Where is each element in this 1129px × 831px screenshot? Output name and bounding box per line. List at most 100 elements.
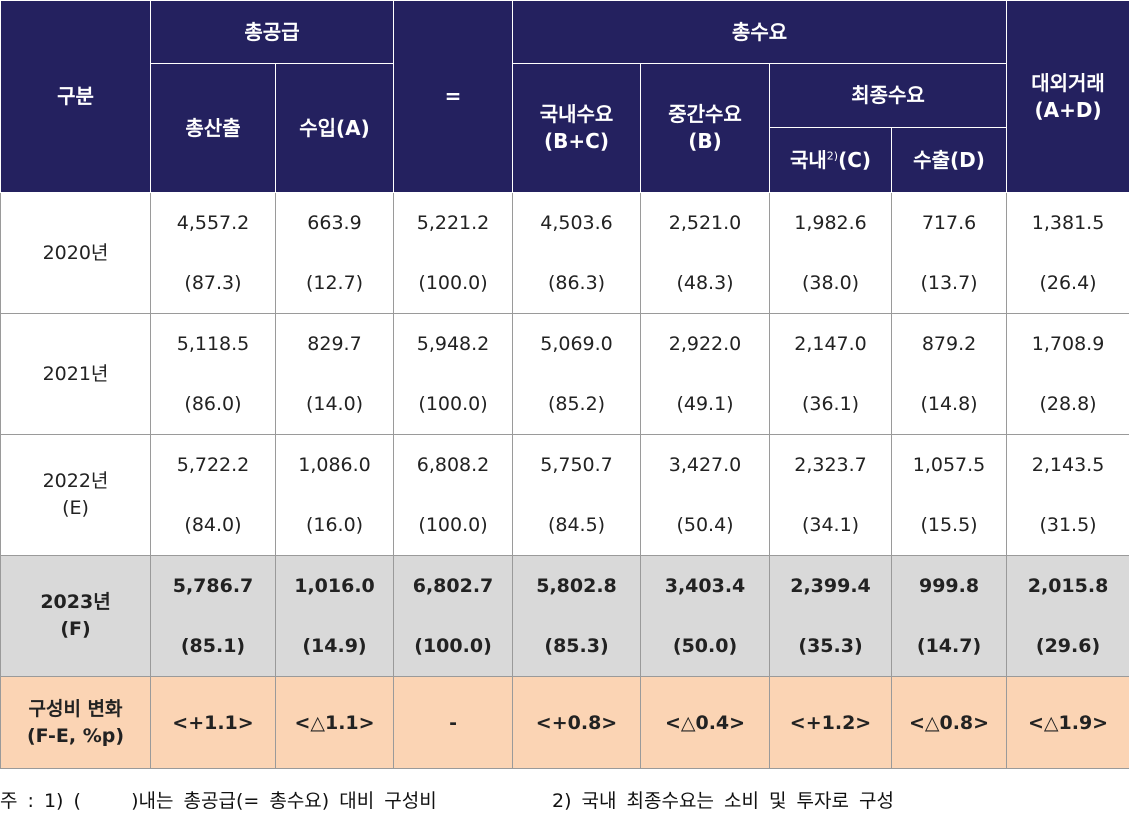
footnote: 주 : 1) ( )내는 총공급(= 총수요) 대비 구성비 <box>0 790 437 812</box>
cell-lines: 4,557.2 (87.3) <box>151 193 275 313</box>
cell-lines: 5,802.8 (85.3) <box>513 556 640 676</box>
cell-text: 3,403.4 <box>664 575 746 597</box>
data-cell: 1,016.0 (14.9) <box>274 555 395 677</box>
cell-text: 5,722.2 <box>176 454 250 476</box>
cell-text: 1,708.9 <box>1031 333 1105 355</box>
data-cell: 6,802.7 (100.0) <box>393 555 514 677</box>
change-cell: <+1.2> <box>769 676 893 769</box>
cell-text: (16.0) <box>305 514 364 536</box>
cell-text: (87.3) <box>184 272 242 294</box>
cell-text: 1,086.0 <box>298 454 371 476</box>
data-cell: 2,143.5 (31.5) <box>1006 434 1129 556</box>
cell-text: 5,118.5 <box>176 333 250 355</box>
cell-text: (100.0) <box>414 635 492 657</box>
cell-lines: 2023년 (F) <box>1 556 150 676</box>
row-label: 구성비 변화 (F-E, %p) <box>0 676 151 769</box>
data-cell: 4,557.2 (87.3) <box>150 192 276 314</box>
cell-text: 999.8 <box>918 575 980 597</box>
cell-text: (100.0) <box>418 393 488 415</box>
row-label: 2020년 <box>0 192 151 314</box>
header-text: (A+D) <box>1034 97 1102 122</box>
data-cell: 5,750.7 (84.5) <box>512 434 642 556</box>
data-cell: 5,786.7 (85.1) <box>150 555 276 677</box>
data-cell: 1,086.0 (16.0) <box>274 434 395 556</box>
cell-text: (13.7) <box>920 272 978 294</box>
header-text: 국내수요 <box>539 102 614 126</box>
cell-text: (100.0) <box>418 514 488 536</box>
header-cell: 구분 <box>0 0 151 193</box>
header-text: 대외거래 <box>1031 70 1105 95</box>
cell-text: (50.4) <box>676 514 734 536</box>
header-cell: = <box>393 0 514 193</box>
cell-text: (85.3) <box>544 635 609 657</box>
table-row: 2022년 (E) 5,722.2 (84.0) 1,086.0 (16.0) 6,808.… <box>0 434 1129 556</box>
cell-text: (15.5) <box>920 514 978 536</box>
cell-lines: 1,086.0 (16.0) <box>276 435 393 555</box>
cell-lines: 2020년 <box>1 193 150 313</box>
cell-lines: 5,786.7 (85.1) <box>151 556 275 676</box>
cell-text: (48.3) <box>676 272 734 294</box>
data-cell: 2,147.0 (36.1) <box>769 313 893 435</box>
label-text: (F-E, %p) <box>26 724 125 747</box>
cell-lines: 구성비 변화 (F-E, %p) <box>1 677 150 768</box>
cell-text: (26.4) <box>1039 272 1097 294</box>
table-row: 2020년 4,557.2 (87.3) 663.9 (12.7) 5,221.2 (100… <box>0 192 1129 314</box>
cell-lines: 5,722.2 (84.0) <box>151 435 275 555</box>
data-cell: 663.9 (12.7) <box>274 192 395 314</box>
change-cell: - <box>393 676 514 769</box>
change-cell: <△1.9> <box>1006 676 1129 769</box>
cell-lines: 3,427.0 (50.4) <box>641 435 769 555</box>
data-cell: 1,381.5 (26.4) <box>1006 192 1129 314</box>
cell-lines: 2,323.7 (34.1) <box>770 435 891 555</box>
header-text: (B+C) <box>544 129 609 153</box>
supply-demand-table: 구분 총공급 = 총수요 대외거래 (A+D) 총산출 수입(A) 국내수요 (B+… <box>0 0 1129 769</box>
cell-lines: 2,399.4 (35.3) <box>770 556 891 676</box>
label-text: 2020년 <box>42 241 109 264</box>
cell-text: (86.3) <box>547 272 606 294</box>
cell-lines: 6,802.7 (100.0) <box>394 556 512 676</box>
header-text: (B) <box>688 129 722 153</box>
change-cell: <△0.4> <box>640 676 771 769</box>
data-cell: 2,922.0 (49.1) <box>640 313 771 435</box>
cell-lines: 829.7 (14.0) <box>276 314 393 434</box>
data-cell: 999.8 (14.7) <box>891 555 1008 677</box>
cell-lines: 2,143.5 (31.5) <box>1007 435 1129 555</box>
cell-text: 6,802.7 <box>412 575 494 597</box>
cell-lines: 663.9 (12.7) <box>276 193 393 313</box>
cell-lines: 2021년 <box>1 314 150 434</box>
cell-text: (49.1) <box>676 393 734 415</box>
cell-text: (84.0) <box>184 514 242 536</box>
data-cell: 2,521.0 (48.3) <box>640 192 771 314</box>
label-text: (F) <box>60 618 91 640</box>
header-cell: 총수요 <box>512 0 1008 64</box>
cell-lines: 5,069.0 (85.2) <box>513 314 640 434</box>
cell-text: 663.9 <box>307 212 362 234</box>
data-cell: 1,708.9 (28.8) <box>1006 313 1129 435</box>
cell-text: 5,750.7 <box>540 454 613 476</box>
cell-lines: 2022년 (E) <box>1 435 150 555</box>
cell-text: 1,016.0 <box>294 575 375 597</box>
cell-text: (28.8) <box>1039 393 1097 415</box>
data-cell: 6,808.2 (100.0) <box>393 434 514 556</box>
data-cell: 3,403.4 (50.0) <box>640 555 771 677</box>
data-cell: 5,722.2 (84.0) <box>150 434 276 556</box>
cell-text: 2,323.7 <box>794 454 867 476</box>
data-cell: 5,948.2 (100.0) <box>393 313 514 435</box>
cell-text: (38.0) <box>801 272 860 294</box>
cell-text: (100.0) <box>418 272 488 294</box>
cell-text: (14.7) <box>916 635 982 657</box>
cell-text: (31.5) <box>1039 514 1097 536</box>
cell-lines: 2,147.0 (36.1) <box>770 314 891 434</box>
data-cell: 3,427.0 (50.4) <box>640 434 771 556</box>
cell-lines: 5,948.2 (100.0) <box>394 314 512 434</box>
row-label: 2021년 <box>0 313 151 435</box>
data-cell: 717.6 (13.7) <box>891 192 1008 314</box>
cell-text: 5,221.2 <box>416 212 490 234</box>
cell-text: (12.7) <box>305 272 364 294</box>
cell-text: 2,521.0 <box>668 212 742 234</box>
cell-text: 5,786.7 <box>172 575 254 597</box>
cell-lines: 6,808.2 (100.0) <box>394 435 512 555</box>
cell-text: 2,147.0 <box>794 333 867 355</box>
header-cell: 수출(D) <box>891 127 1008 193</box>
header-cell: 대외거래 (A+D) <box>1006 0 1129 193</box>
